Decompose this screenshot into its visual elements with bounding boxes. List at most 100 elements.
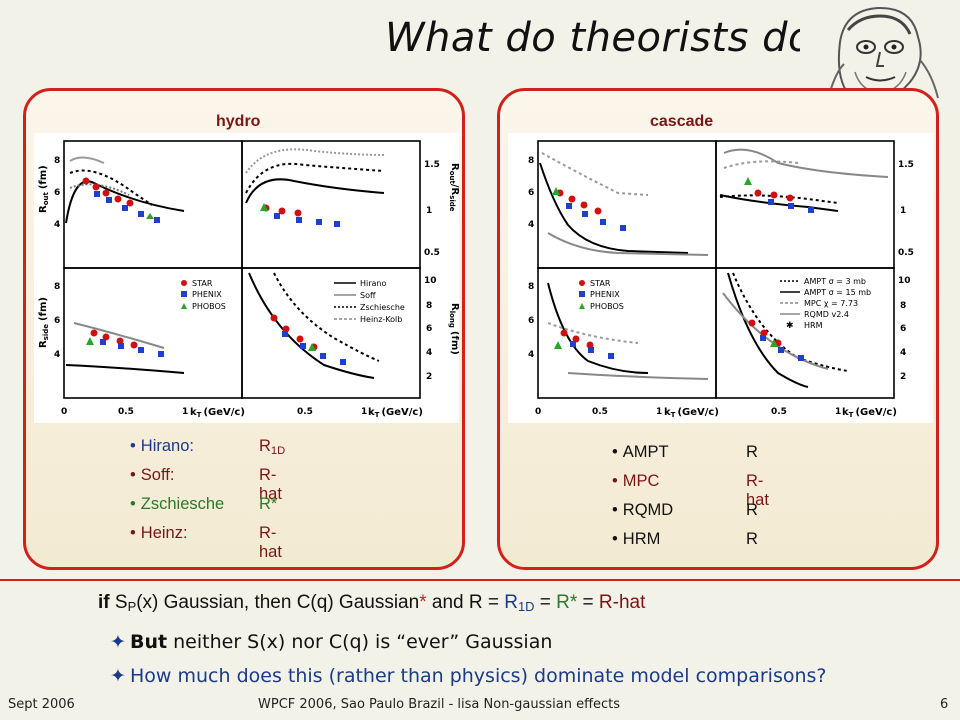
statement-s-sub: P [127,599,137,615]
curve-ampt [727,272,809,388]
y-tick: 8 [528,156,534,166]
x-axis-symbol: k [190,407,197,418]
y-tick: 1.5 [424,160,440,170]
curve-heinz [69,156,105,164]
cascade-plot: 8 6 4 8 6 4 1.5 1 0.5 10 8 6 4 2 0 0.5 1… [508,133,933,423]
panel-heading: cascade [650,113,714,130]
statement-s: S [114,592,128,613]
y-tick: 6 [54,188,60,198]
model-name: RQMD [612,501,673,520]
bullet-star-icon: ✦ [110,631,126,653]
curve-mpc [723,148,889,178]
x-axis-label: kT (GeV/c) [368,407,423,419]
curve-ampt [719,194,839,212]
x-tick: 1 [656,407,662,417]
bullet-point: ✦ How much does this (rather than physics… [110,665,827,687]
curve-hirano [65,180,185,224]
x-axis-label: kT (GeV/c) [190,407,245,419]
model-name: Zschiesche [130,495,224,514]
curve-soff [245,162,385,194]
x-tick: 1 [182,407,188,417]
cascade-hbt-figure: 8 6 4 8 6 4 1.5 1 0.5 10 8 6 4 2 0 0.5 1… [528,140,914,419]
x-tick: 1 [835,407,841,417]
y-tick: 4 [54,220,60,230]
y-tick: 1 [900,206,906,216]
curve-ampt [539,162,689,254]
y-axis-symbol: R [38,205,49,213]
y-axis-unit: (fm) [38,297,49,321]
hydro-panel: hydro 8 6 4 8 6 4 1.5 1 0.5 10 8 6 4 2 [23,88,465,570]
y-axis-sub: out [448,171,456,185]
y-axis-sub: out [42,192,50,206]
curve-rqmd [547,322,639,344]
model-name: MPC [612,472,660,491]
curve-soff [273,272,380,362]
curve-zschiesche [245,148,385,174]
x-axis-symbol: k [842,407,849,418]
legend-entry: AMPT σ = 15 mb [804,288,871,297]
y-tick: 6 [528,316,534,326]
y-tick: 8 [426,301,432,311]
y-tick: 4 [528,350,534,360]
slide-title: What do theorists do? [385,15,835,61]
curve-mpc [722,292,829,370]
legend-entry: Hirano [360,279,387,288]
curve-zschiesche [69,183,130,196]
legend-entry: Soff [360,291,376,300]
x-tick: 0.5 [592,407,608,417]
y-tick: 6 [54,316,60,326]
model-radius: R [746,501,758,519]
y-tick: 10 [424,276,437,286]
statement-text: (x) Gaussian, then C(q) Gaussian [136,592,420,613]
y-axis-label-side: Rside (fm) [38,297,50,348]
statement-r1d: R1D [504,592,535,615]
y-axis-sub: side [42,324,50,341]
cascade-panel: cascade 8 6 4 8 6 4 1.5 1 0.5 10 8 6 4 2 [497,88,939,570]
y-axis-sub: side [448,195,456,212]
y-axis-sub: long [448,311,456,328]
curve-ampt15 [719,194,839,204]
hydro-plot: 8 6 4 8 6 4 1.5 1 0.5 10 8 6 4 2 0 0.5 1… [34,133,460,423]
y-tick: 6 [528,188,534,198]
model-radius: R-hat [259,466,282,503]
model-radius: R [746,530,758,548]
legend-entry: STAR [192,279,213,288]
curve-rqmd [541,152,649,196]
legend-entry: Zschiesche [360,303,405,312]
y-axis-symbol: R [449,163,459,171]
legend-entry: Heinz-Kolb [360,315,402,324]
x-axis-sub: T [671,411,676,419]
legend-entry: PHOBOS [192,302,226,311]
statement-if: if [98,592,110,613]
divider-line [0,579,960,581]
footer-title: WPCF 2006, Sao Paulo Brazil - lisa Non-g… [258,697,621,712]
curve-hirano [248,272,375,379]
curve-hirano [65,364,185,374]
curve-ampt [547,282,649,374]
model-radius-sub: 1D [270,444,286,457]
panel-heading: hydro [216,113,261,130]
y-axis-symbol: R [449,303,459,311]
model-name: Hirano: [130,437,194,456]
y-axis-unit: (fm) [38,165,49,189]
x-axis-sub: T [375,411,380,419]
x-tick: 0 [61,407,67,417]
y-axis-label-ratio: Rout/Rside [448,163,459,212]
y-tick: 0.5 [898,248,914,258]
curve-soff [69,169,153,206]
gaussian-statement: if SP(x) Gaussian, then C(q) Gaussian* a… [98,592,645,614]
footer-page-number: 6 [940,697,949,712]
statement-rhat: R-hat [598,592,646,613]
statement-r1d-sub: 1D [517,599,535,615]
statement-eq: = [534,592,557,613]
y-tick: 10 [898,276,911,286]
x-tick: 0.5 [771,407,787,417]
curve-rqmd [723,160,799,169]
x-axis-sub: T [849,411,854,419]
legend-entry: PHOBOS [590,302,624,311]
svg-text:✱: ✱ [786,321,794,331]
model-radius: R* [259,495,278,513]
y-axis-label-long: Rlong (fm) [448,303,459,355]
model-radius: R1D [259,437,285,457]
y-tick: 4 [54,350,60,360]
